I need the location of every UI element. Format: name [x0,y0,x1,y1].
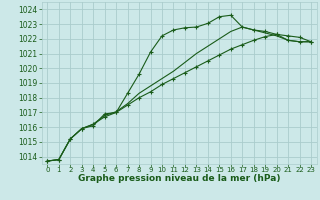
X-axis label: Graphe pression niveau de la mer (hPa): Graphe pression niveau de la mer (hPa) [78,174,280,183]
